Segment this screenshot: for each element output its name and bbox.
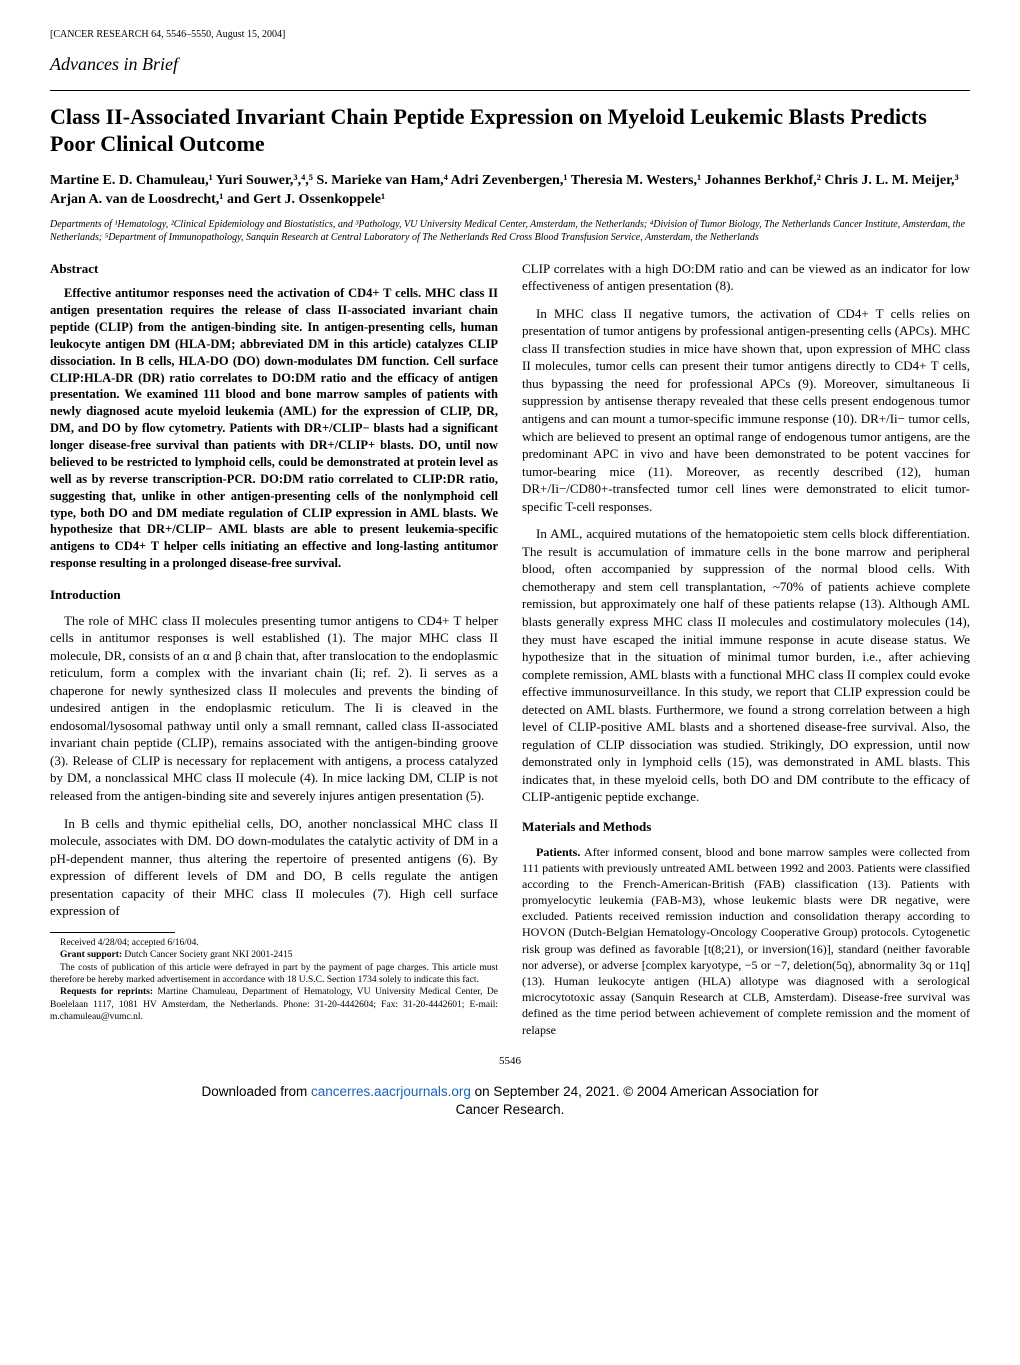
right-paragraph-1: CLIP correlates with a high DO:DM ratio … bbox=[522, 260, 970, 295]
left-column: Abstract Effective antitumor responses n… bbox=[50, 260, 498, 1048]
page-number: 5546 bbox=[50, 1054, 970, 1069]
download-mid: on September 24, 2021. © 2004 American A… bbox=[471, 1084, 819, 1099]
intro-paragraph-2: In B cells and thymic epithelial cells, … bbox=[50, 815, 498, 920]
intro-paragraph-1: The role of MHC class II molecules prese… bbox=[50, 612, 498, 805]
download-prefix: Downloaded from bbox=[201, 1084, 311, 1099]
section-label: Advances in Brief bbox=[50, 52, 970, 76]
download-bar: Downloaded from cancerres.aacrjournals.o… bbox=[50, 1083, 970, 1119]
grant-text: Dutch Cancer Society grant NKI 2001-2415 bbox=[122, 950, 292, 960]
footnote-costs: The costs of publication of this article… bbox=[50, 962, 498, 987]
footnote-received: Received 4/28/04; accepted 6/16/04. bbox=[50, 937, 498, 949]
footnote-reprints: Requests for reprints: Martine Chamuleau… bbox=[50, 986, 498, 1023]
download-link[interactable]: cancerres.aacrjournals.org bbox=[311, 1084, 471, 1099]
reprints-label: Requests for reprints: bbox=[60, 987, 153, 997]
footnote-rule bbox=[50, 932, 175, 933]
methods-paragraph-1: Patients. After informed consent, blood … bbox=[522, 844, 970, 1038]
patients-label: Patients. bbox=[536, 845, 580, 859]
two-column-body: Abstract Effective antitumor responses n… bbox=[50, 260, 970, 1048]
abstract-heading: Abstract bbox=[50, 260, 498, 278]
download-line2: Cancer Research. bbox=[456, 1102, 565, 1117]
footnote-grant: Grant support: Dutch Cancer Society gran… bbox=[50, 949, 498, 961]
right-paragraph-2: In MHC class II negative tumors, the act… bbox=[522, 305, 970, 516]
introduction-heading: Introduction bbox=[50, 586, 498, 604]
patients-text: After informed consent, blood and bone m… bbox=[522, 845, 970, 1037]
title-rule bbox=[50, 90, 970, 91]
article-title: Class II-Associated Invariant Chain Pept… bbox=[50, 103, 970, 158]
methods-heading: Materials and Methods bbox=[522, 818, 970, 836]
author-list: Martine E. D. Chamuleau,¹ Yuri Souwer,³,… bbox=[50, 172, 970, 210]
right-column: CLIP correlates with a high DO:DM ratio … bbox=[522, 260, 970, 1048]
abstract-body: Effective antitumor responses need the a… bbox=[50, 285, 498, 572]
grant-label: Grant support: bbox=[60, 950, 122, 960]
right-paragraph-3: In AML, acquired mutations of the hemato… bbox=[522, 525, 970, 806]
affiliations: Departments of ¹Hematology, ²Clinical Ep… bbox=[50, 218, 970, 244]
running-head: [CANCER RESEARCH 64, 5546–5550, August 1… bbox=[50, 28, 970, 42]
